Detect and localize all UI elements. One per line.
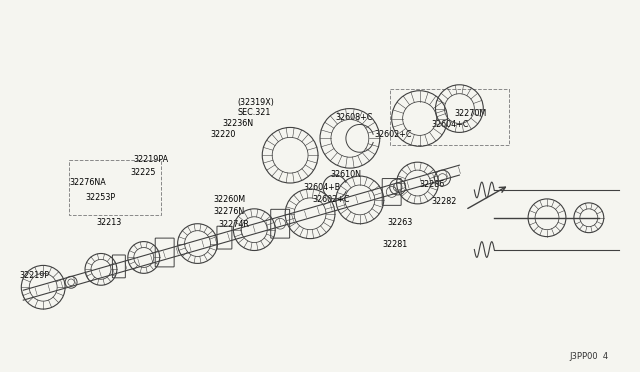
Text: 32604+B: 32604+B: [303, 183, 340, 192]
Text: SEC.321: SEC.321: [237, 108, 271, 116]
Text: 32276N: 32276N: [214, 207, 244, 216]
Text: 32604+C: 32604+C: [431, 121, 469, 129]
Text: 32602+C: 32602+C: [375, 131, 412, 140]
Text: J3PP00  4: J3PP00 4: [570, 352, 609, 361]
Text: 32219P: 32219P: [19, 271, 49, 280]
Text: 32602+C: 32602+C: [312, 195, 349, 204]
Text: 32286: 32286: [420, 180, 445, 189]
Text: 32610N: 32610N: [330, 170, 361, 179]
Text: 32282: 32282: [431, 197, 457, 206]
Text: 32260M: 32260M: [214, 195, 246, 204]
Text: 32220: 32220: [211, 131, 236, 140]
Text: 32236N: 32236N: [223, 119, 253, 128]
Text: 32219PA: 32219PA: [134, 155, 169, 164]
Text: 32253P: 32253P: [85, 193, 115, 202]
Text: 32263: 32263: [388, 218, 413, 227]
Text: 32225: 32225: [131, 168, 156, 177]
Text: (32319X): (32319X): [237, 98, 274, 107]
Text: 32276NA: 32276NA: [69, 178, 106, 187]
Text: 32608+C: 32608+C: [335, 113, 372, 122]
Text: 32281: 32281: [383, 240, 408, 248]
Text: 32274R: 32274R: [218, 220, 250, 229]
Text: 32270M: 32270M: [454, 109, 486, 118]
Text: 32213: 32213: [96, 218, 121, 227]
